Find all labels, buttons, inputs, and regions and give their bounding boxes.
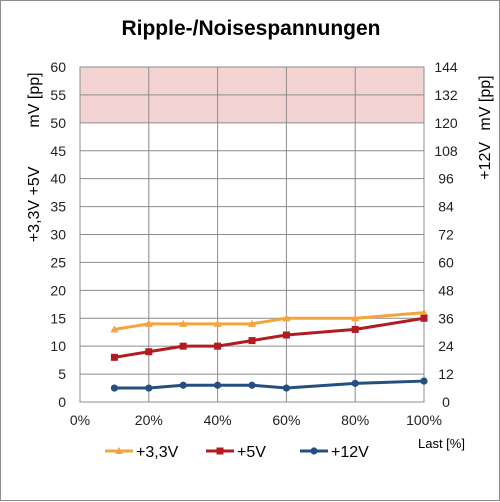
data-point <box>145 348 153 356</box>
data-point <box>351 325 359 333</box>
y-right-tick-label: 108 <box>434 143 458 159</box>
data-point <box>213 319 222 327</box>
x-tick-label: 60% <box>272 412 300 428</box>
data-point <box>420 377 428 385</box>
data-point <box>351 379 359 387</box>
y-left-tick-label: 50 <box>50 115 66 131</box>
data-point <box>282 384 290 392</box>
y-left-tick-label: 40 <box>50 171 66 187</box>
data-point <box>351 314 360 322</box>
y-left-tick-label: 0 <box>58 394 66 410</box>
data-point <box>248 337 256 345</box>
plot-border <box>79 66 425 403</box>
y-left-tick-label: 20 <box>50 282 66 298</box>
y-right-tick-label: 132 <box>434 87 458 103</box>
y-left-tick-label: 35 <box>50 199 66 215</box>
legend-marker <box>115 447 123 454</box>
y-right-tick-label: 120 <box>434 115 458 131</box>
chart-title: Ripple-/Noisespannungen <box>121 17 380 40</box>
legend-marker <box>216 447 224 455</box>
y-right-tick-label: 60 <box>438 254 454 270</box>
x-tick-label: 100% <box>406 412 442 428</box>
x-axis-unit-label: Last [%] <box>418 436 465 451</box>
data-point <box>420 308 428 316</box>
y-right-tick-label: 12 <box>438 366 454 382</box>
y-left-axis-unit: mV [pp] <box>26 72 43 127</box>
legend-label-3: +12V <box>331 444 369 461</box>
x-tick-label: 40% <box>204 412 232 428</box>
y-right-tick-label: 144 <box>434 59 458 75</box>
series-line-1 <box>114 311 425 331</box>
y-right-tick-label: 96 <box>438 171 454 187</box>
data-point <box>144 319 153 327</box>
data-point <box>282 331 290 339</box>
y-left-tick-label: 25 <box>50 254 66 270</box>
data-point <box>282 314 291 322</box>
series-line-3 <box>114 379 425 390</box>
data-point <box>179 319 188 327</box>
series-line-2 <box>114 316 425 359</box>
y-right-tick-label: 72 <box>438 227 454 243</box>
y-right-tick-label: 36 <box>438 310 454 326</box>
data-point <box>179 381 187 389</box>
y-left-tick-label: 30 <box>50 227 66 243</box>
y-right-tick-label: 24 <box>438 338 454 354</box>
y-right-axis-label: +12V <box>477 142 494 180</box>
data-point <box>110 384 118 392</box>
x-tick-label: 20% <box>135 412 163 428</box>
data-point <box>420 314 428 322</box>
y-left-tick-label: 55 <box>50 87 66 103</box>
y-left-tick-label: 10 <box>50 338 66 354</box>
x-tick-label: 0% <box>70 412 90 428</box>
y-right-tick-label: 84 <box>438 199 454 215</box>
data-point <box>214 342 222 350</box>
y-left-tick-label: 45 <box>50 143 66 159</box>
y-left-axis-label: +3,3V +5V <box>26 166 43 242</box>
y-left-tick-label: 15 <box>50 310 66 326</box>
legend-label-1: +3,3V <box>136 444 179 461</box>
y-right-tick-label: 48 <box>438 282 454 298</box>
data-point <box>179 342 187 350</box>
data-point <box>214 381 222 389</box>
data-point <box>145 384 153 392</box>
y-left-tick-label: 5 <box>58 366 66 382</box>
legend-label-2: +5V <box>237 444 266 461</box>
data-point <box>248 319 256 327</box>
y-right-tick-label: 0 <box>442 394 450 410</box>
y-left-tick-label: 60 <box>50 59 66 75</box>
data-point <box>110 325 119 333</box>
legend-marker <box>310 447 318 455</box>
x-tick-label: 80% <box>341 412 369 428</box>
y-right-axis-unit: mV [pp] <box>477 75 494 130</box>
data-point <box>248 381 256 389</box>
data-point <box>110 353 118 361</box>
